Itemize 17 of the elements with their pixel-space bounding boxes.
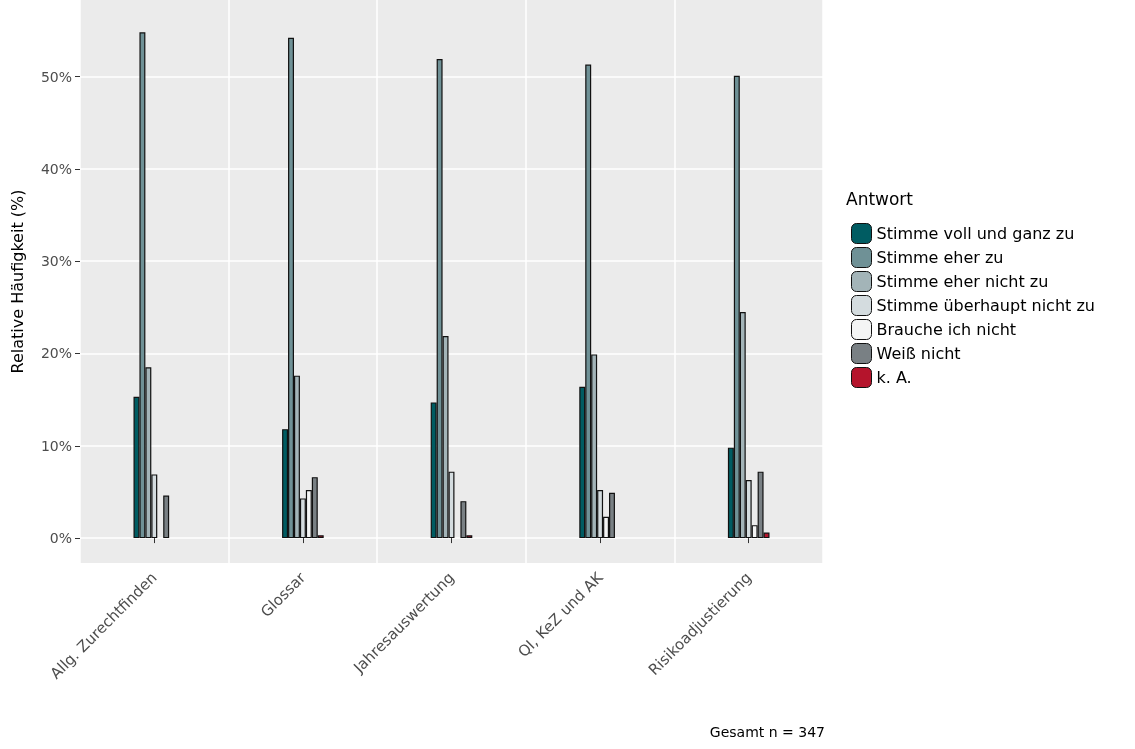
legend-label: Stimme eher nicht zu: [876, 272, 1049, 291]
legend-label: Stimme überhaupt nicht zu: [876, 296, 1095, 315]
y-tick-label: 30%: [40, 253, 72, 270]
y-tick-label: 40%: [40, 160, 72, 177]
legend-label: Stimme voll und ganz zu: [876, 224, 1075, 243]
y-tick-label: 0%: [49, 530, 72, 547]
legend-label: Weiß nicht: [876, 344, 961, 363]
bar: [163, 495, 170, 539]
y-tick-label: 10%: [40, 437, 72, 454]
legend-label: Brauche ich nicht: [876, 320, 1017, 339]
y-tick-label: 50%: [40, 68, 72, 85]
y-axis-title: Relative Häufigkeit (%): [7, 189, 27, 374]
text: Gesamt n = 347: [709, 724, 825, 740]
legend-label: k. A.: [876, 368, 912, 387]
legend-title: Antwort: [846, 188, 914, 209]
y-tick-label: 20%: [40, 345, 72, 362]
legend-label: Stimme eher zu: [876, 248, 1004, 267]
